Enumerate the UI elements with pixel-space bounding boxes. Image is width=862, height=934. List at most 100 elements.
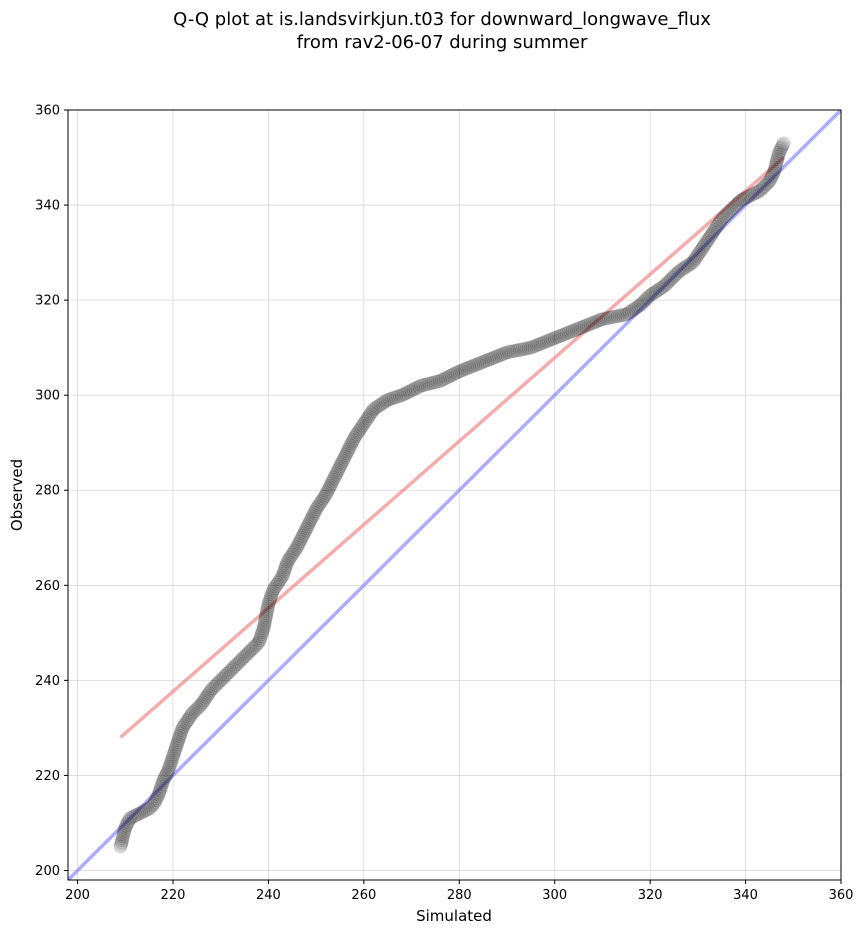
qq-point: [771, 147, 786, 162]
qq-point: [670, 266, 685, 281]
x-tick-label: 260: [351, 888, 376, 903]
qq-point: [183, 708, 198, 723]
qq-point: [435, 372, 450, 387]
qq-point: [377, 395, 392, 410]
qq-point: [170, 737, 185, 752]
qq-point: [228, 659, 243, 674]
data-points: [113, 136, 791, 854]
qq-point: [232, 654, 247, 669]
qq-point: [268, 579, 283, 594]
qq-point: [759, 177, 774, 192]
qq-point: [334, 455, 349, 470]
chart-subtitle: from rav2-06-07 during summer: [296, 32, 588, 53]
qq-point: [134, 805, 149, 820]
qq-point: [216, 670, 231, 685]
qq-point: [140, 802, 155, 817]
qq-point: [551, 329, 566, 344]
qq-point: [513, 342, 528, 357]
qq-point: [711, 217, 726, 232]
qq-point: [258, 612, 273, 627]
qq-point: [240, 646, 255, 661]
qq-point: [668, 267, 683, 282]
qq-point: [265, 585, 280, 600]
qq-point: [318, 488, 333, 502]
qq-point: [517, 341, 532, 356]
qq-point: [402, 384, 417, 399]
qq-point: [220, 667, 235, 682]
qq-point: [332, 459, 347, 474]
qq-point: [561, 325, 576, 340]
qq-point: [179, 715, 194, 730]
qq-point: [126, 809, 141, 824]
qq-point: [504, 344, 519, 359]
qq-point: [655, 280, 670, 295]
qq-point: [208, 678, 223, 693]
qq-point: [181, 711, 196, 726]
qq-point: [215, 671, 230, 686]
qq-point: [752, 183, 767, 198]
qq-point: [356, 416, 371, 431]
qq-point: [569, 322, 584, 337]
qq-point: [229, 657, 244, 672]
qq-point: [292, 534, 307, 549]
qq-point: [525, 339, 540, 354]
qq-point: [325, 474, 340, 489]
qq-point: [160, 765, 175, 780]
qq-point: [644, 287, 659, 302]
qq-point: [277, 562, 292, 577]
qq-point: [158, 769, 173, 784]
qq-point: [121, 815, 136, 830]
qq-point: [496, 346, 511, 361]
qq-point: [312, 496, 327, 511]
qq-point: [258, 610, 273, 625]
qq-point: [541, 333, 556, 348]
qq-point: [322, 480, 337, 495]
qq-point: [557, 327, 572, 342]
qq-point: [438, 371, 453, 386]
qq-point: [153, 783, 168, 798]
qq-point: [444, 368, 459, 383]
qq-point: [703, 228, 718, 243]
qq-point: [234, 652, 249, 667]
qq-point: [628, 301, 643, 316]
qq-point: [450, 365, 465, 380]
plot-frame: [67, 109, 842, 881]
qq-point: [659, 277, 674, 292]
qq-point: [410, 380, 425, 395]
qq-point: [170, 735, 185, 750]
qq-point: [333, 457, 348, 472]
qq-point: [207, 679, 222, 694]
qq-point: [186, 705, 201, 720]
qq-point: [191, 700, 206, 715]
qq-point: [773, 141, 788, 156]
qq-point: [143, 800, 158, 815]
qq-point: [662, 274, 677, 289]
qq-point: [375, 396, 390, 411]
qq-point: [168, 741, 183, 756]
qq-point: [360, 411, 375, 426]
qq-point: [499, 345, 514, 360]
qq-point: [635, 296, 650, 311]
qq-point: [492, 348, 507, 363]
qq-point: [678, 259, 693, 274]
qq-point: [290, 540, 305, 555]
qq-point: [563, 324, 578, 339]
qq-point: [412, 379, 427, 394]
qq-point: [763, 172, 778, 187]
qq-point: [182, 710, 197, 725]
qq-point: [414, 378, 429, 393]
qq-point: [189, 701, 204, 716]
qq-point: [243, 643, 258, 658]
y-axis-label: Observed: [8, 459, 26, 531]
qq-point: [604, 310, 619, 325]
qq-point: [398, 386, 413, 401]
x-axis-label: Simulated: [416, 907, 492, 925]
qq-point: [113, 839, 128, 854]
qq-point: [716, 210, 731, 225]
qq-point: [329, 467, 344, 482]
qq-point: [180, 713, 195, 728]
qq-point: [529, 338, 544, 353]
qq-point: [290, 538, 305, 553]
qq-point: [549, 330, 564, 345]
